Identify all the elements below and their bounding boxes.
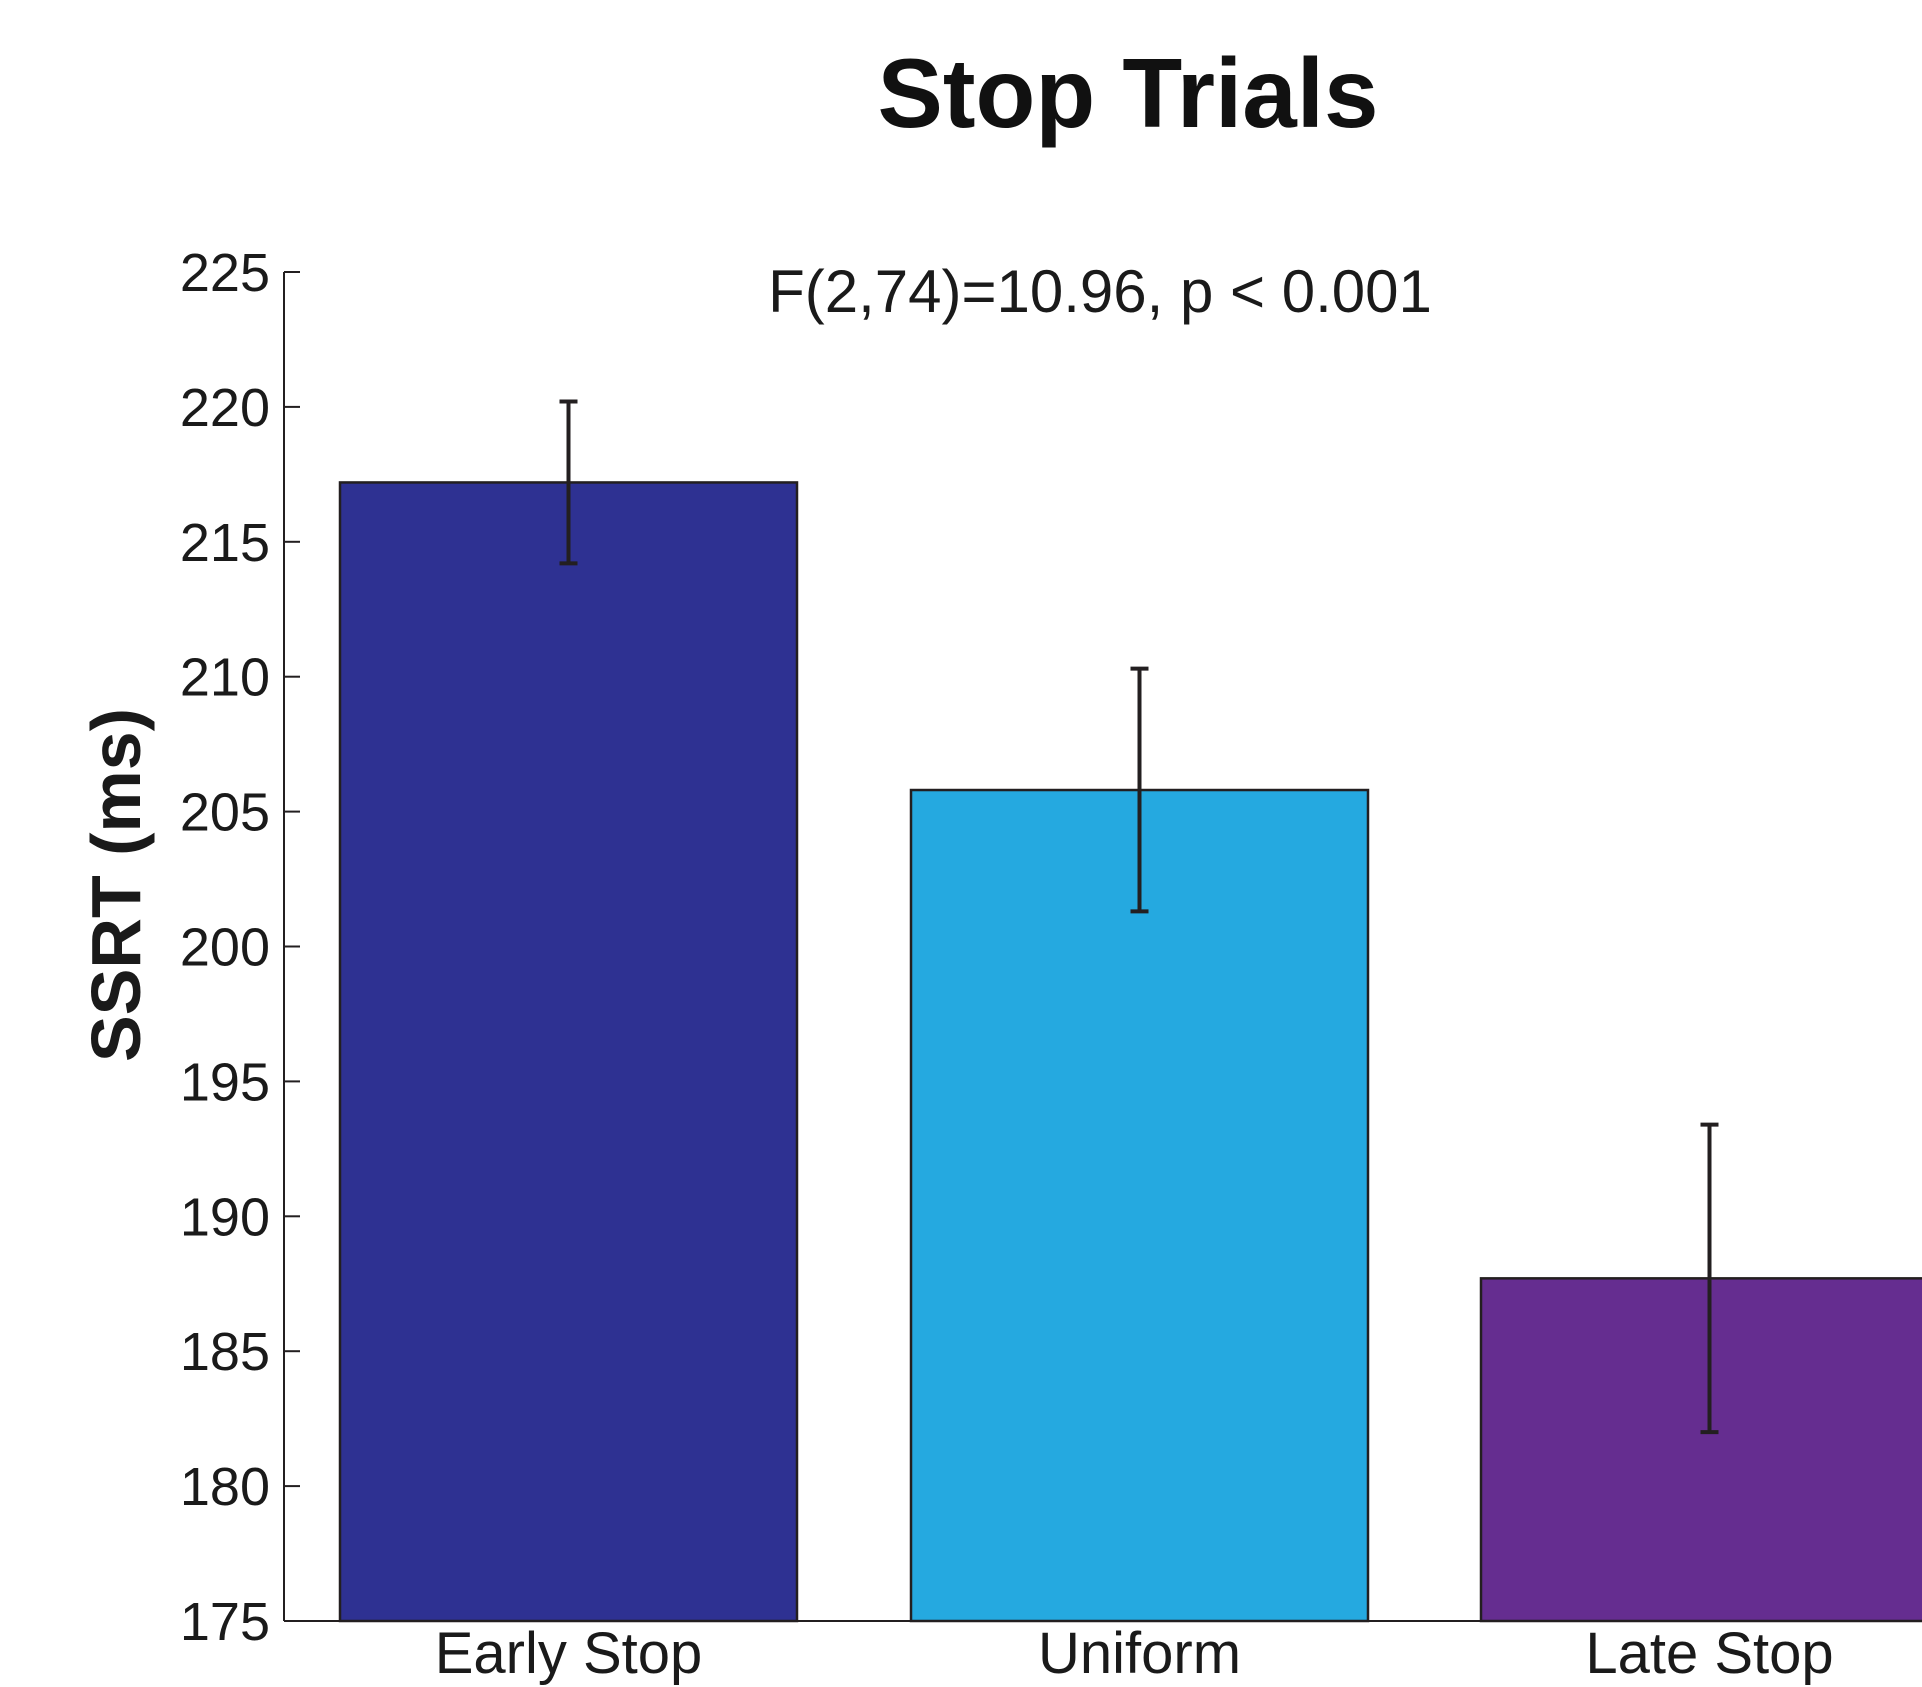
y-axis-ticks: 175 180 185 190 195 200 205 210 215 220 225 [180, 243, 300, 1652]
x-category-label: Late Stop [1585, 1621, 1833, 1686]
x-category-label: Early Stop [435, 1621, 703, 1686]
y-tick-label: 225 [180, 243, 270, 303]
bars-layer [338, 481, 1922, 1623]
y-tick-label: 200 [180, 918, 270, 978]
errorbars-layer [559, 399, 1719, 1435]
error-bar-late-stop [1700, 1122, 1719, 1435]
y-tick-label: 220 [180, 378, 270, 438]
y-tick-label: 175 [180, 1592, 270, 1652]
y-tick-label: 180 [180, 1457, 270, 1517]
y-tick-label: 195 [180, 1052, 270, 1112]
y-tick-label: 210 [180, 648, 270, 708]
error-bar-uniform [1130, 666, 1149, 914]
error-bar-early-stop [559, 399, 578, 566]
y-tick-label: 190 [180, 1187, 270, 1247]
bar-uniform [909, 788, 1370, 1623]
y-tick-label: 215 [180, 513, 270, 573]
bar-early-stop [338, 481, 799, 1623]
bar-late-stop [1479, 1277, 1922, 1623]
stats-annotation: F(2,74)=10.96, p < 0.001 [768, 258, 1432, 325]
x-axis-categories: Early Stop Uniform Late Stop [435, 1621, 1834, 1686]
x-category-label: Uniform [1038, 1621, 1241, 1686]
y-tick-label: 185 [180, 1322, 270, 1382]
chart-title: Stop Trials [877, 38, 1378, 148]
y-axis-label: SSRT (ms) [77, 708, 155, 1062]
y-tick-label: 205 [180, 783, 270, 843]
